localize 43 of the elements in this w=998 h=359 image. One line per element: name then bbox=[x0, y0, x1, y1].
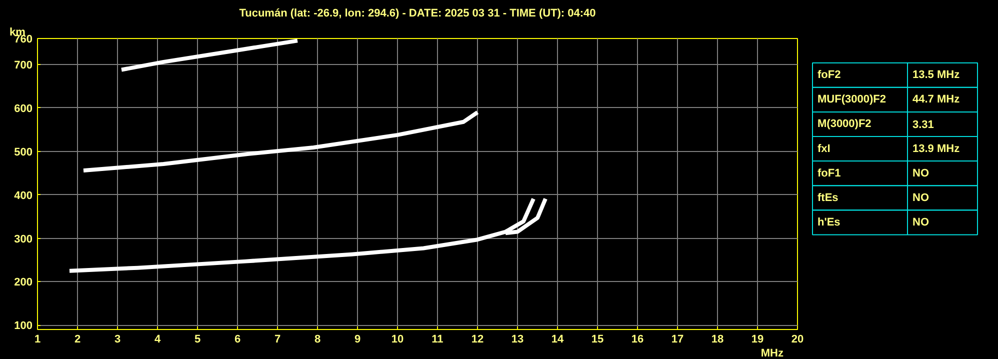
x-tick-label: 6 bbox=[234, 334, 241, 346]
text: NO bbox=[912, 167, 930, 180]
x-tick-label: 1 bbox=[34, 334, 41, 346]
chart-title: Tucumán (lat: -26.9, lon: 294.6) - DATE: 2025 03 31 - TIME (UT): 04:40 bbox=[239, 8, 596, 20]
x-tick-label: 7 bbox=[274, 334, 281, 346]
x-tick-label: 15 bbox=[591, 334, 604, 346]
y-tick-label: 200 bbox=[14, 276, 33, 289]
x-tick-label: 8 bbox=[314, 334, 321, 346]
x-tick-label: 10 bbox=[391, 334, 404, 346]
x-axis-title: MHz bbox=[760, 348, 784, 359]
text: NO bbox=[912, 216, 930, 228]
text: 3.31 bbox=[912, 119, 934, 132]
x-tick-label: 16 bbox=[631, 334, 644, 346]
text: 13.9 MHz bbox=[912, 142, 960, 155]
y-tick-label: 300 bbox=[14, 233, 33, 246]
x-tick-label: 3 bbox=[114, 334, 121, 346]
text: foF2 bbox=[818, 69, 841, 82]
x-tick-label: 9 bbox=[354, 334, 361, 346]
text: NO bbox=[912, 192, 930, 204]
text: ftEs bbox=[818, 192, 838, 204]
x-tick-label: 18 bbox=[711, 334, 724, 346]
x-tick-label: 11 bbox=[432, 334, 444, 346]
x-tick-label: 5 bbox=[194, 334, 201, 346]
x-tick-label: 19 bbox=[751, 334, 764, 346]
y-tick-label: 400 bbox=[14, 190, 33, 202]
y-tick-label: 100 bbox=[14, 320, 33, 332]
x-tick-label: 17 bbox=[671, 334, 684, 346]
x-tick-label: 13 bbox=[511, 334, 524, 346]
text: 44.7 MHz bbox=[912, 94, 960, 106]
text: h'Es bbox=[818, 216, 840, 228]
x-tick-label: 12 bbox=[471, 334, 484, 346]
x-tick-label: 20 bbox=[791, 334, 804, 346]
x-tick-label: 2 bbox=[74, 334, 81, 346]
y-tick-label: 700 bbox=[14, 60, 33, 72]
text: foF1 bbox=[818, 167, 841, 180]
text: M(3000)F2 bbox=[818, 118, 872, 130]
x-tick-label: 4 bbox=[154, 334, 162, 346]
y-tick-label: 500 bbox=[14, 146, 33, 158]
text: fxI bbox=[818, 142, 830, 155]
text: 13.5 MHz bbox=[912, 69, 960, 82]
y-tick-label: 600 bbox=[14, 102, 33, 115]
x-tick-label: 14 bbox=[551, 334, 564, 346]
text: MUF(3000)F2 bbox=[818, 94, 886, 106]
